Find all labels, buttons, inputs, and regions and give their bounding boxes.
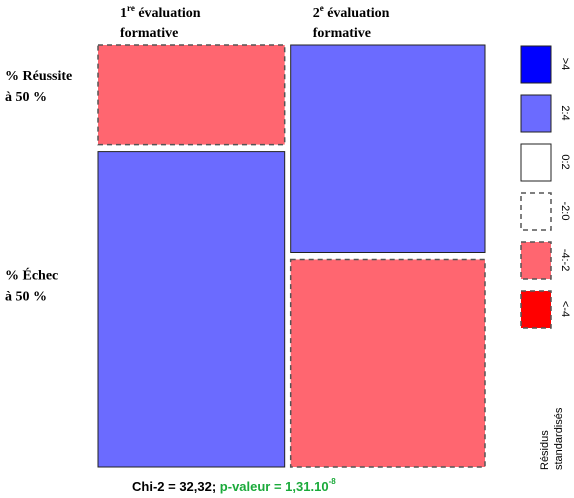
column-label: formative — [120, 26, 178, 41]
legend-swatch — [520, 45, 552, 84]
p-exponent: -8 — [329, 477, 337, 486]
row-label: à 50 % — [5, 290, 47, 305]
column-number: 2 — [313, 6, 320, 21]
mosaic-cell — [290, 44, 486, 253]
column-label: 2e évaluation — [313, 3, 390, 21]
mosaic-cell — [97, 44, 286, 146]
legend-title: Résidus — [539, 430, 551, 470]
legend-label: -2:0 — [559, 202, 571, 221]
column-text: évaluation — [324, 6, 390, 21]
footer: Chi-2 = 32,32; p-valeur = 1,31.10-8 — [132, 477, 336, 494]
chi-square: Chi-2 = 32,32; — [132, 479, 216, 494]
mosaic-cell — [289, 258, 486, 468]
legend-title: standardisés — [553, 407, 565, 470]
column-label: formative — [313, 26, 371, 41]
legend-swatch — [520, 241, 552, 280]
p-value: p-valeur = 1,31.10 — [216, 479, 328, 494]
legend-label: 2:4 — [559, 105, 571, 120]
row-label: à 50 % — [5, 90, 47, 105]
column-sup: e — [320, 3, 324, 13]
column-label: 1re évaluation — [120, 3, 201, 21]
legend-label: 0:2 — [559, 154, 571, 169]
legend-swatch — [520, 290, 552, 329]
legend-label: <-4 — [559, 301, 571, 317]
row-label: % Réussite — [5, 69, 72, 84]
legend-swatch — [520, 192, 552, 231]
legend-label: -4:-2 — [559, 249, 571, 272]
column-sup: re — [127, 3, 135, 13]
column-text: évaluation — [135, 6, 201, 21]
column-number: 1 — [120, 6, 127, 21]
legend-label: >4 — [559, 58, 571, 71]
mosaic-cell — [97, 151, 286, 468]
row-label: % Échec — [5, 267, 58, 284]
legend-swatch — [520, 143, 552, 182]
legend-swatch — [520, 94, 552, 133]
